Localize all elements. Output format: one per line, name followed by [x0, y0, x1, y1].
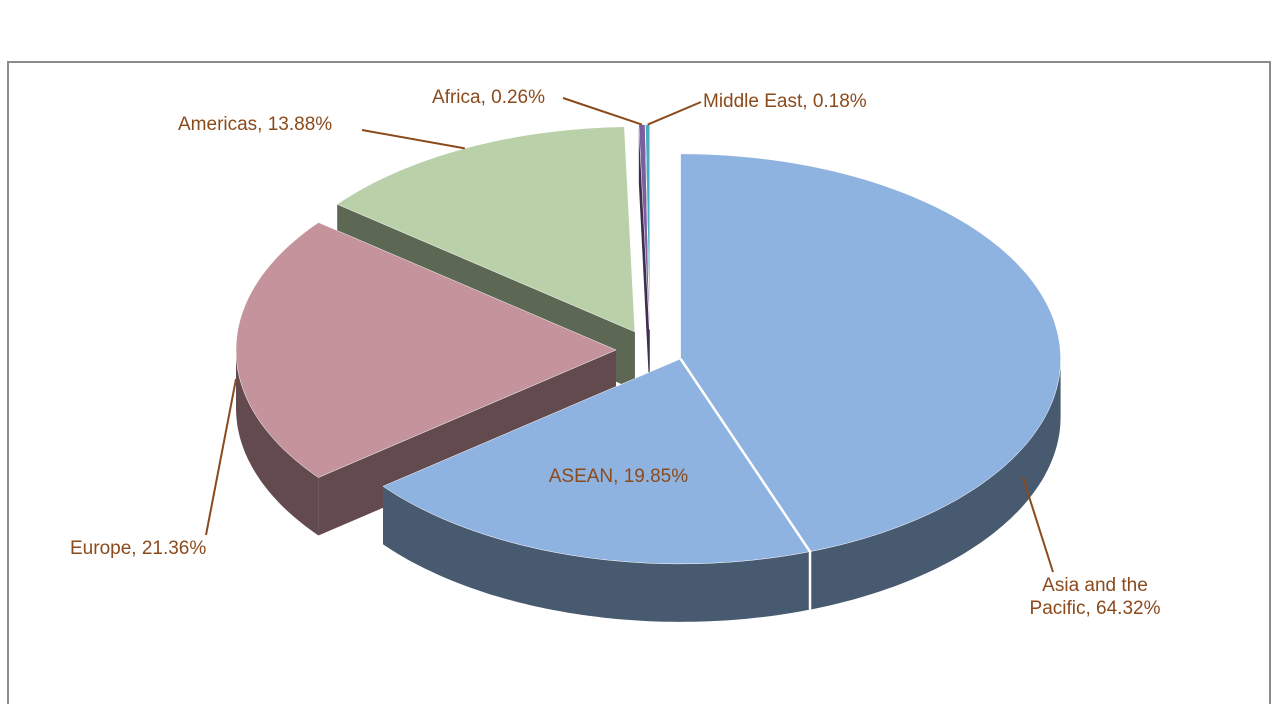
data-label: Americas, 13.88% — [178, 114, 333, 135]
slice-side — [236, 350, 319, 536]
leader-line — [562, 97, 643, 126]
data-label: Middle East, 0.18% — [703, 91, 867, 112]
leader-line — [1021, 476, 1054, 573]
data-label: Europe, 21.36% — [70, 538, 207, 559]
leader-line — [361, 129, 465, 150]
chart-border — [7, 61, 1271, 704]
slice-side — [383, 358, 1061, 622]
slice-group — [638, 124, 650, 388]
sub-slice-label: ASEAN, 19.85% — [548, 466, 689, 488]
leader-line — [205, 378, 237, 536]
sub-slice-divider — [679, 358, 812, 610]
data-label: Africa, 0.26% — [432, 87, 545, 108]
data-label: Asia and the Pacific, 64.32% — [1029, 575, 1161, 619]
leader-line — [647, 101, 702, 126]
pie-slice — [235, 222, 617, 478]
slice-wall — [638, 124, 650, 388]
slice-group — [382, 153, 1061, 622]
pie-slice — [382, 153, 1061, 565]
